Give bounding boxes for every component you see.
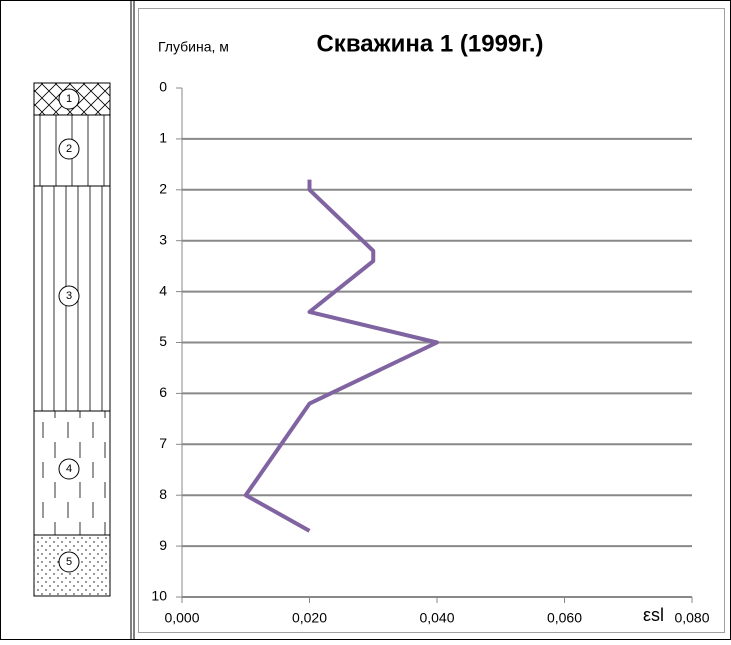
layer-marker	[58, 285, 80, 307]
data-line	[243, 179, 439, 533]
x-tick-label: 0,080	[674, 610, 709, 626]
layer-label: 1	[66, 93, 72, 105]
y-tick-label: 0	[159, 79, 167, 95]
layer-marker	[58, 88, 80, 110]
layer-label: 2	[66, 143, 72, 155]
plot: 0 1 2 3 4 5 6 7 8 9 10 0,000 0,020 0,040 0,060 0,080	[151, 79, 709, 626]
x-tick-label: 0,060	[547, 610, 582, 626]
layer-label: 3	[66, 290, 72, 302]
y-tick-label: 2	[159, 181, 167, 197]
y-tick-label: 6	[159, 384, 167, 400]
y-tick-label: 4	[159, 282, 167, 298]
x-tick-label: 0,000	[164, 610, 199, 626]
y-tick-label: 8	[159, 486, 167, 502]
layer-label: 5	[66, 556, 72, 568]
y-tick-label: 7	[159, 435, 167, 451]
plot-border	[138, 8, 725, 633]
y-tick-label: 5	[159, 333, 167, 349]
chart-title: Скважина 1 (1999г.)	[316, 30, 543, 57]
y-axis-label: Глубина, м	[158, 39, 229, 55]
y-tick-label: 3	[159, 231, 167, 247]
layer	[33, 534, 111, 597]
layer-marker	[58, 458, 80, 480]
layer-marker	[58, 551, 80, 573]
x-tick-label: 0,020	[292, 610, 327, 626]
layer-marker	[58, 138, 80, 160]
y-tick-label: 10	[151, 588, 167, 604]
x-axis-label: εsl	[643, 605, 664, 625]
borehole-column: 1 2 3 4 5	[33, 82, 111, 597]
y-tick-label: 1	[159, 130, 167, 146]
x-tick-label: 0,040	[419, 610, 454, 626]
layer-label: 4	[66, 463, 72, 475]
y-tick-label: 9	[159, 537, 167, 553]
